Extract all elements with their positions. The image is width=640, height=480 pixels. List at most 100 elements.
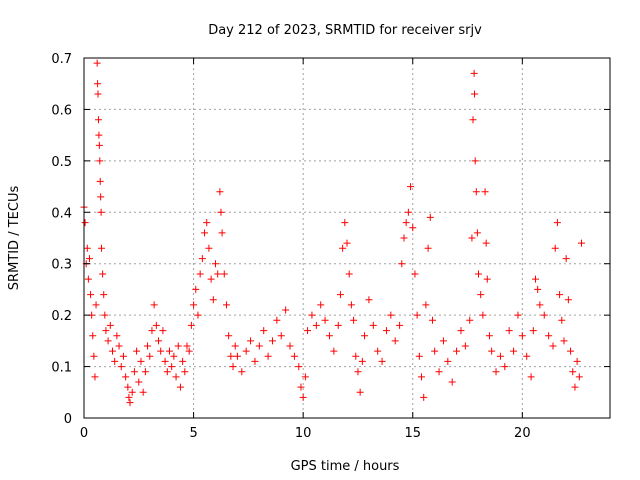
data-point [475, 270, 482, 278]
data-point [304, 327, 312, 335]
data-point [141, 368, 149, 376]
data-point [214, 270, 222, 278]
data-point [534, 285, 542, 293]
data-point [98, 244, 106, 252]
data-point [144, 342, 152, 350]
data-point [545, 332, 553, 340]
data-point [418, 373, 426, 381]
data-point [282, 306, 290, 314]
data-point [424, 244, 432, 252]
data-point [165, 347, 173, 355]
data-point [330, 347, 338, 355]
data-point [347, 301, 355, 309]
data-point [573, 357, 581, 365]
y-tick-label: 0 [64, 412, 72, 427]
data-point [286, 342, 294, 350]
data-point [196, 270, 204, 278]
data-point [122, 373, 130, 381]
data-point [217, 208, 225, 216]
data-point [317, 301, 325, 309]
data-point [192, 285, 200, 293]
data-point [496, 352, 504, 360]
data-point [163, 368, 171, 376]
data-point [571, 383, 579, 391]
data-point [212, 260, 219, 268]
data-point [529, 327, 537, 335]
data-point [218, 229, 226, 237]
data-point [216, 188, 224, 196]
data-point [553, 219, 561, 227]
data-point [102, 327, 110, 335]
data-point [297, 383, 305, 391]
data-point [124, 383, 132, 391]
data-point [523, 352, 531, 360]
data-point [356, 388, 364, 396]
y-tick-label: 0.3 [51, 258, 72, 273]
data-point [255, 342, 263, 350]
data-point [510, 347, 518, 355]
plot-frame [83, 57, 611, 419]
data-point [128, 388, 136, 396]
data-point [473, 229, 481, 237]
data-point [479, 311, 487, 319]
x-axis-label: GPS time / hours [291, 459, 400, 474]
data-point [168, 363, 176, 371]
data-point [482, 239, 490, 247]
data-point [470, 69, 478, 77]
data-point [468, 234, 476, 242]
data-point [89, 332, 97, 340]
data-point [420, 393, 428, 401]
data-point [290, 352, 298, 360]
data-point [81, 219, 89, 227]
x-tick-label: 15 [404, 426, 421, 441]
data-point [161, 357, 169, 365]
data-point [481, 188, 489, 196]
data-point [96, 177, 104, 185]
data-point [87, 291, 95, 299]
data-point [551, 244, 559, 252]
data-point [439, 337, 447, 345]
data-point [352, 352, 360, 360]
data-point [119, 352, 127, 360]
data-point [227, 352, 235, 360]
data-point [407, 183, 415, 191]
data-point [321, 316, 329, 324]
data-point [466, 316, 474, 324]
data-point [273, 316, 281, 324]
y-tick-label: 0.2 [51, 309, 72, 324]
data-point [569, 368, 577, 376]
data-point [157, 347, 165, 355]
data-point [422, 301, 430, 309]
data-point [242, 347, 250, 355]
data-point [483, 275, 491, 283]
data-point [461, 342, 469, 350]
data-point [444, 357, 452, 365]
data-point [361, 332, 369, 340]
data-point [564, 296, 572, 304]
x-tick-label: 5 [189, 426, 197, 441]
data-point [396, 321, 404, 329]
data-point [130, 368, 138, 376]
data-point [106, 321, 114, 329]
data-point [152, 321, 160, 329]
data-point [308, 311, 316, 319]
data-point [99, 270, 107, 278]
data-point [115, 342, 123, 350]
data-point [179, 357, 187, 365]
data-point [95, 131, 103, 139]
data-point [233, 352, 241, 360]
data-point [453, 347, 461, 355]
x-tick-label: 0 [80, 426, 88, 441]
data-point [117, 363, 125, 371]
grid-lines [84, 58, 610, 418]
data-point [536, 301, 544, 309]
data-point [382, 327, 390, 335]
data-point [354, 368, 362, 376]
data-point [514, 311, 522, 319]
data-point [150, 301, 158, 309]
data-point [350, 316, 358, 324]
data-point [92, 301, 100, 309]
data-point [409, 224, 417, 232]
data-point [402, 219, 410, 227]
data-point [194, 311, 202, 319]
